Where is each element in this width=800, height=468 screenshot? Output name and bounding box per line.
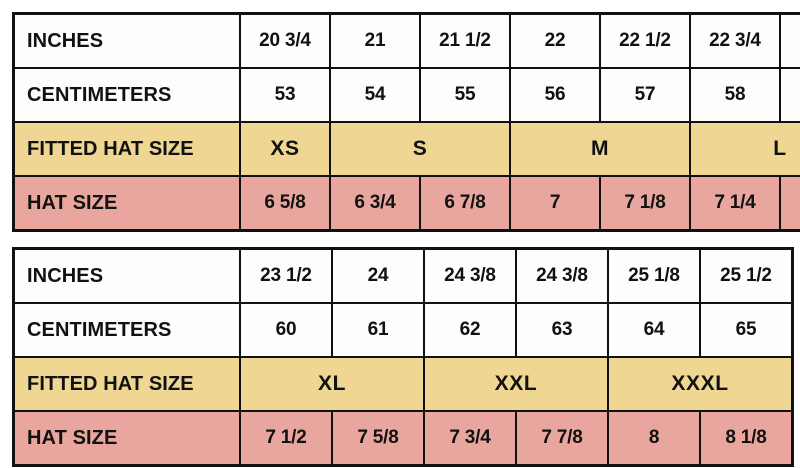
measurement-cell: 22 3/4 [689,12,781,69]
row-label-fitted-hat-size: FITTED HAT SIZE [12,121,241,177]
table-row: HAT SIZE 7 1/2 7 5/8 7 3/4 7 7/8 8 8 1/8 [12,410,794,467]
measurement-cell: 53 [239,67,331,123]
row-label-fitted-hat-size: FITTED HAT SIZE [12,356,241,412]
row-label-inches: INCHES [12,12,241,69]
measurement-cell: 57 [599,67,691,123]
measurement-cell: 21 [329,12,421,69]
measurement-cell: 6 7/8 [419,175,511,232]
measurement-cell: 24 [331,247,425,304]
measurement-cell: 8 [607,410,701,467]
table-row: CENTIMETERS53545556575859 [12,67,800,123]
measurement-cell: 61 [331,302,425,358]
row-label-centimeters: CENTIMETERS [12,67,241,123]
measurement-cell: 20 3/4 [239,12,331,69]
measurement-cell: 55 [419,67,511,123]
table-row: CENTIMETERS 60 61 62 63 64 65 [12,302,794,358]
measurement-cell: 8 1/8 [699,410,794,467]
measurement-cell: 7 7/8 [515,410,609,467]
measurement-cell: 63 [515,302,609,358]
table-body: INCHES 23 1/2 24 24 3/8 24 3/8 25 1/8 25 1/2 CE… [12,247,794,467]
row-label-hat-size: HAT SIZE [12,410,241,467]
measurement-cell: 22 1/2 [599,12,691,69]
measurement-cell: 54 [329,67,421,123]
measurement-cell: 7 1/4 [689,175,781,232]
measurement-cell: 56 [509,67,601,123]
fitted-size-cell: XXL [423,356,609,412]
measurement-cell: 6 5/8 [239,175,331,232]
table-row: INCHES 23 1/2 24 24 3/8 24 3/8 25 1/8 25 1/2 [12,247,794,304]
fitted-size-cell: L [689,121,800,177]
measurement-cell: 7 [509,175,601,232]
fitted-size-cell: M [509,121,691,177]
table-row: FITTED HAT SIZE XL XXL XXXL [12,356,794,412]
measurement-cell: 23 [779,12,800,69]
measurement-cell: 58 [689,67,781,123]
measurement-cell: 7 1/8 [599,175,691,232]
measurement-cell: 24 3/8 [515,247,609,304]
fitted-size-cell: XXXL [607,356,794,412]
measurement-cell: 7 5/8 [331,410,425,467]
row-label-hat-size: HAT SIZE [12,175,241,232]
measurement-cell: 62 [423,302,517,358]
size-table-xl-to-xxxl: INCHES 23 1/2 24 24 3/8 24 3/8 25 1/8 25 1/2 CE… [12,247,794,467]
measurement-cell: 25 1/2 [699,247,794,304]
measurement-cell: 7 3/8 [779,175,800,232]
measurement-cell: 6 3/4 [329,175,421,232]
measurement-cell: 64 [607,302,701,358]
measurement-cell: 23 1/2 [239,247,333,304]
measurement-cell: 7 3/4 [423,410,517,467]
measurement-cell: 21 1/2 [419,12,511,69]
row-label-inches: INCHES [12,247,241,304]
row-label-centimeters: CENTIMETERS [12,302,241,358]
measurement-cell: 24 3/8 [423,247,517,304]
measurement-cell: 7 1/2 [239,410,333,467]
table-row: FITTED HAT SIZE XS S M L [12,121,800,177]
measurement-cell: 22 [509,12,601,69]
measurement-cell: 65 [699,302,794,358]
measurement-cell: 25 1/8 [607,247,701,304]
fitted-size-cell: S [329,121,511,177]
measurement-cell: 60 [239,302,333,358]
measurement-cell: 59 [779,67,800,123]
fitted-size-cell: XS [239,121,331,177]
fitted-size-cell: XL [239,356,425,412]
